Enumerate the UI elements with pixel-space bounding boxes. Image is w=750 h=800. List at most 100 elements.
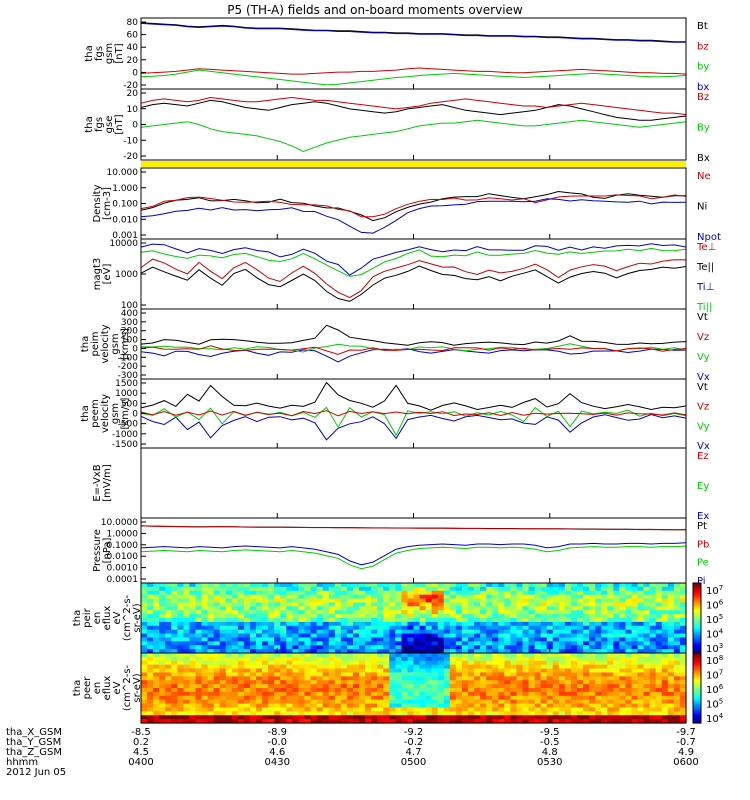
- spectrogram-cell: [377, 602, 384, 607]
- spectrogram-cell: [189, 684, 197, 689]
- spectrogram-cell: [346, 614, 354, 619]
- spectrogram-cell: [322, 614, 330, 619]
- spectrogram-cell: [141, 711, 148, 716]
- spectrogram-cell: [189, 668, 197, 674]
- spectrogram-cell: [631, 715, 639, 720]
- spectrogram-cell: [256, 707, 263, 712]
- spectrogram-cell: [667, 594, 675, 600]
- spectrogram-cell: [183, 715, 191, 720]
- spectrogram-cell: [237, 719, 245, 724]
- spectrogram-cell: [655, 621, 663, 627]
- spectrogram-cell: [310, 598, 318, 604]
- spectrogram-cell: [292, 625, 300, 631]
- spectrogram-cell: [243, 715, 251, 720]
- spectrogram-cell: [183, 656, 191, 662]
- spectrogram-cell: [243, 707, 251, 712]
- spectrogram-cell: [334, 656, 342, 662]
- spectrogram-cell: [425, 649, 433, 654]
- spectrogram-cell: [365, 598, 372, 604]
- spectrogram-cell: [455, 583, 463, 588]
- spectrogram-cell: [667, 625, 675, 631]
- spectrogram-cell: [207, 586, 215, 592]
- spectrogram-cell: [419, 695, 427, 701]
- spectrogram-cell: [171, 602, 178, 607]
- spectrogram-cell: [655, 653, 663, 658]
- spectrogram-cell: [577, 672, 584, 677]
- spectrogram-cell: [516, 664, 524, 670]
- spectrogram-cell: [365, 649, 372, 654]
- spectrogram-cell: [171, 586, 178, 592]
- spectrogram-cell: [407, 637, 415, 642]
- spectrogram-cell: [431, 699, 439, 705]
- spectrogram-cell: [298, 594, 306, 600]
- colorbar-segment: [693, 608, 701, 612]
- spectrogram-cell: [147, 606, 154, 611]
- spectrogram-cell: [461, 672, 469, 677]
- spectrogram-cell: [377, 598, 384, 604]
- spectrogram-cell: [625, 691, 633, 697]
- spectrogram-cell: [552, 610, 560, 615]
- spectrogram-cell: [328, 684, 336, 689]
- spectrogram-cell: [268, 625, 275, 631]
- spectrogram-cell: [250, 610, 257, 615]
- spectrogram-cell: [583, 590, 590, 596]
- spectrogram-cell: [673, 645, 681, 650]
- spectrogram-cell: [474, 660, 481, 666]
- spectrogram-cell: [141, 664, 148, 670]
- spectrogram-cell: [219, 610, 227, 615]
- spectrogram-cell: [286, 645, 293, 650]
- spectrogram-cell: [595, 606, 602, 611]
- spectrogram-cell: [340, 610, 348, 615]
- spectrogram-cell: [461, 641, 469, 646]
- spectrogram-cell: [583, 664, 590, 670]
- spectrogram-cell: [328, 719, 336, 724]
- spectrogram-cell: [237, 688, 245, 693]
- spectrogram-cell: [577, 637, 584, 642]
- spectrogram-cell: [589, 672, 596, 677]
- spectrogram-cell: [461, 660, 469, 666]
- spectrogram-cell: [250, 684, 257, 689]
- spectrogram-cell: [443, 703, 451, 709]
- spectrogram-cell: [577, 676, 584, 681]
- spectrogram-cell: [589, 637, 596, 642]
- spectrogram-cell: [413, 633, 421, 639]
- spectrogram-cell: [340, 668, 348, 674]
- series-fgs-gse-By: [140, 119, 687, 153]
- spectrogram-cell: [419, 680, 427, 685]
- spectrogram-cell: [601, 668, 608, 674]
- spectrogram-cell: [201, 625, 209, 631]
- spectrogram-cell: [468, 668, 475, 674]
- spectrogram-cell: [401, 606, 409, 611]
- y-tick-label: 80: [127, 18, 139, 28]
- spectrogram-cell: [461, 594, 469, 600]
- spectrogram-cell: [631, 660, 639, 666]
- y-axis-label-line: peer: [82, 676, 93, 700]
- spectrogram-cell: [262, 707, 269, 712]
- spectrogram-cell: [474, 676, 481, 681]
- spectrogram-cell: [340, 688, 348, 693]
- spectrogram-cell: [280, 625, 287, 631]
- series-temperature-Te⊥: [140, 258, 687, 299]
- spectrogram-cell: [492, 633, 499, 639]
- spectrogram-cell: [486, 711, 493, 716]
- spectrogram-cell: [371, 691, 378, 697]
- spectrogram-cell: [395, 680, 402, 685]
- spectrogram-cell: [461, 664, 469, 670]
- spectrogram-cell: [298, 707, 306, 712]
- legend-entry: Npot: [697, 232, 721, 243]
- spectrogram-cell: [159, 699, 166, 705]
- spectrogram-cell: [570, 695, 578, 701]
- spectrogram-cell: [177, 660, 184, 666]
- spectrogram-cell: [607, 660, 614, 666]
- spectrogram-cell: [359, 684, 366, 689]
- spectrogram-cell: [570, 684, 578, 689]
- spectrogram-cell: [310, 684, 318, 689]
- spectrogram-cell: [389, 707, 396, 712]
- spectrogram-cell: [486, 707, 493, 712]
- spectrogram-cell: [474, 703, 481, 709]
- spectrogram-cell: [649, 688, 657, 693]
- spectrogram-cell: [558, 684, 566, 689]
- spectrogram-cell: [304, 629, 312, 635]
- spectrogram-cell: [280, 653, 287, 658]
- spectrogram-cell: [601, 602, 608, 607]
